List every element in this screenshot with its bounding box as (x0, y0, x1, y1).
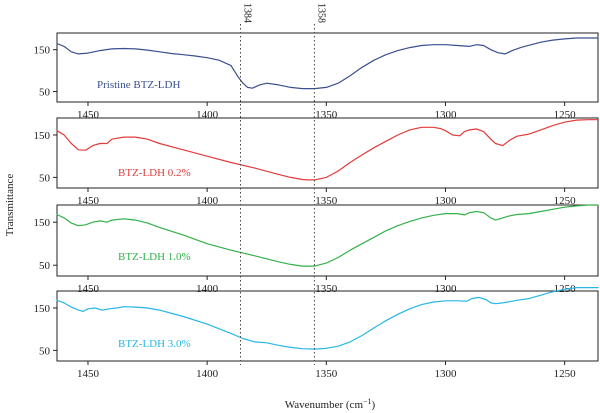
x-tick-label: 1400 (196, 283, 219, 295)
reference-line-label: 1384 (242, 3, 253, 23)
y-tick-label: 50 (39, 87, 51, 99)
x-tick-label: 1350 (315, 195, 338, 207)
x-tick-label: 1350 (315, 109, 338, 121)
x-tick-label: 1350 (315, 283, 338, 295)
series-label: BTZ-LDH 3.0% (118, 338, 191, 350)
y-tick-label: 50 (39, 345, 51, 357)
panel-frame (56, 290, 599, 362)
panel-frame (56, 204, 599, 277)
x-tick-label: 1300 (434, 368, 457, 380)
x-tick-label: 1450 (77, 195, 100, 207)
panel-4: 150 50 1450 1400 1350 1300 1250 BTZ-LDH 3.0% (34, 287, 599, 380)
reference-line-label: 1358 (315, 3, 326, 23)
y-tick-label: 150 (34, 45, 51, 57)
x-tick-label: 1450 (77, 109, 100, 121)
series-label: BTZ-LDH 1.0% (118, 251, 191, 263)
panel-1: 150 50 1450 1400 1350 1300 1250 Pristine BTZ-LD… (34, 32, 599, 121)
y-tick-label: 150 (34, 130, 51, 142)
series-label: Pristine BTZ-LDH (97, 79, 180, 91)
x-tick-label: 1450 (77, 283, 100, 295)
series-line (56, 119, 599, 181)
x-axis-title: Wavenumber (cm−1) (285, 397, 376, 412)
x-tick-label: 1400 (196, 195, 219, 207)
panel-frame (56, 32, 599, 103)
x-tick-label: 1300 (434, 109, 457, 121)
y-tick-label: 150 (34, 303, 51, 315)
x-tick-label: 1250 (554, 195, 577, 207)
y-tick-label: 50 (39, 172, 51, 184)
x-axis-title-main: Wavenumber (cm (285, 399, 364, 411)
x-tick-label: 1250 (554, 109, 577, 121)
y-tick-label: 150 (34, 217, 51, 229)
x-tick-label: 1400 (196, 109, 219, 121)
panels-group: 150 50 1450 1400 1350 1300 1250 Pristine BTZ-LD… (34, 32, 599, 380)
reference-lines-group: 1384 1358 (240, 3, 326, 365)
panel-2: 150 50 1450 1400 1350 1300 1250 BTZ-LDH 0.2% (34, 117, 599, 207)
x-axis-title-sup: −1 (363, 397, 372, 406)
series-label: BTZ-LDH 0.2% (118, 167, 191, 179)
panel-frame (56, 117, 599, 189)
x-tick-label: 1400 (196, 368, 219, 380)
series-line (56, 37, 599, 90)
series-line (56, 287, 599, 350)
x-tick-label: 1250 (554, 368, 577, 380)
x-tick-label: 1350 (315, 368, 338, 380)
y-tick-label: 50 (39, 260, 51, 272)
x-axis-title-end: ) (372, 399, 376, 411)
y-axis-title: Transmittance (4, 174, 16, 237)
x-tick-label: 1300 (434, 195, 457, 207)
series-line (56, 204, 599, 267)
x-tick-label: 1450 (77, 368, 100, 380)
x-tick-label: 1300 (434, 283, 457, 295)
